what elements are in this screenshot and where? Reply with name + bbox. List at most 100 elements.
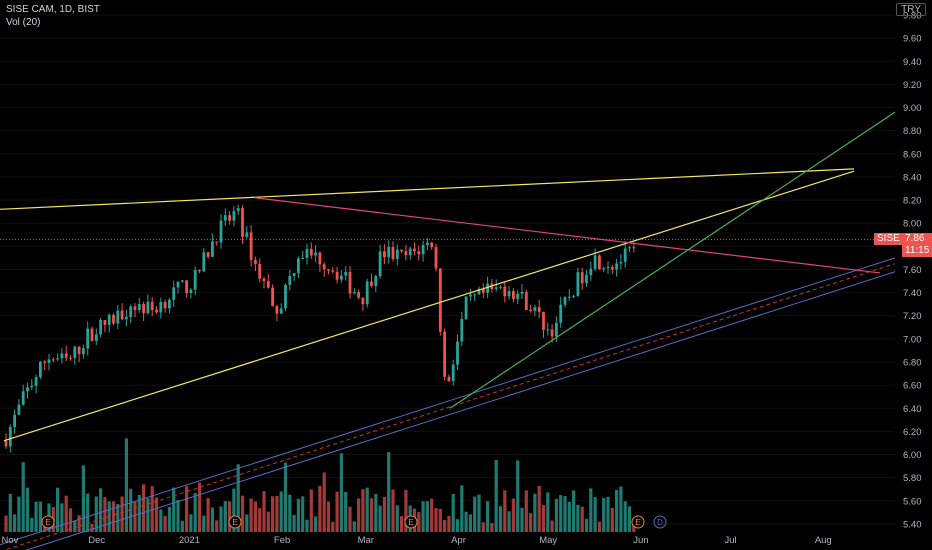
volume-bar bbox=[129, 488, 133, 532]
volume-bars bbox=[4, 438, 636, 532]
y-tick-label: 5.60 bbox=[903, 496, 922, 507]
volume-bar bbox=[369, 498, 374, 532]
channel-mid[interactable] bbox=[0, 263, 896, 550]
volume-bar bbox=[477, 494, 481, 532]
y-tick-label: 7.40 bbox=[903, 288, 922, 299]
volume-bar bbox=[219, 506, 223, 532]
candle-body bbox=[585, 275, 588, 284]
volume-bar bbox=[374, 493, 378, 532]
x-tick-label: Dec bbox=[88, 535, 105, 546]
volume-bar bbox=[339, 453, 343, 532]
candle-body bbox=[572, 295, 575, 297]
volume-bar bbox=[357, 498, 361, 532]
earnings-marker[interactable] bbox=[41, 515, 55, 529]
dividend-marker[interactable] bbox=[653, 515, 667, 529]
currency-button[interactable]: TRY bbox=[896, 3, 926, 16]
volume-bar bbox=[81, 465, 85, 532]
y-tick-label: 6.40 bbox=[903, 404, 922, 415]
y-tick-label: 9.80 bbox=[903, 11, 922, 22]
time-axis[interactable]: Nov Dec 2021 Feb Mar Apr May Jun Jul Aug bbox=[2, 535, 832, 546]
volume-bar bbox=[533, 493, 537, 532]
candle-body bbox=[460, 319, 464, 342]
volume-bar bbox=[597, 521, 601, 532]
earnings-marker[interactable] bbox=[404, 515, 418, 529]
candle-body bbox=[357, 292, 360, 298]
volume-bar bbox=[228, 501, 232, 532]
volume-bar bbox=[382, 496, 386, 532]
candle-body bbox=[150, 301, 154, 310]
candle-body bbox=[266, 281, 270, 288]
candle-body bbox=[408, 248, 412, 256]
upper-resistance-line[interactable] bbox=[0, 168, 855, 210]
candle-body bbox=[47, 359, 51, 363]
volume-bar bbox=[305, 519, 309, 532]
candle-body bbox=[507, 291, 511, 297]
candle-body bbox=[94, 334, 98, 341]
volume-bar bbox=[391, 489, 395, 532]
volume-bar bbox=[511, 498, 515, 532]
candle-body bbox=[51, 359, 55, 361]
grid bbox=[0, 14, 895, 525]
candle-body bbox=[533, 307, 537, 311]
candle-body bbox=[133, 306, 137, 311]
channel-lines[interactable] bbox=[0, 257, 896, 550]
candle-body bbox=[180, 280, 184, 282]
volume-bar bbox=[460, 485, 464, 532]
candle-body bbox=[593, 255, 597, 269]
candle-body bbox=[606, 267, 610, 269]
volume-bar bbox=[240, 495, 245, 532]
volume-bar bbox=[326, 501, 331, 532]
y-tick-label: 8.40 bbox=[903, 172, 922, 183]
candle-body bbox=[477, 288, 481, 295]
candle-body bbox=[602, 268, 606, 270]
price-axis[interactable]: 5.40 5.60 5.80 6.00 6.20 6.40 6.60 6.80 7.00 7.20… bbox=[903, 11, 922, 531]
candle-body bbox=[43, 361, 47, 363]
volume-bar bbox=[623, 501, 627, 532]
candle-body bbox=[90, 328, 94, 341]
volume-bar bbox=[111, 501, 116, 532]
candle-body bbox=[34, 377, 38, 386]
candle-body bbox=[275, 306, 279, 314]
volume-bar bbox=[331, 521, 335, 532]
volume-bar bbox=[249, 498, 253, 532]
candle-body bbox=[318, 252, 322, 265]
volume-bar bbox=[572, 490, 576, 532]
volume-bar bbox=[99, 488, 103, 532]
volume-bar bbox=[615, 489, 619, 532]
candle-body bbox=[395, 249, 399, 259]
candle-body bbox=[137, 304, 141, 311]
volume-bar bbox=[490, 523, 494, 532]
volume-bar bbox=[116, 504, 120, 532]
candle-body bbox=[426, 242, 429, 246]
y-tick-label: 9.20 bbox=[903, 80, 922, 91]
trend-lines[interactable] bbox=[0, 111, 896, 442]
candle-body bbox=[116, 310, 120, 324]
event-label: E bbox=[45, 518, 50, 527]
earnings-marker[interactable] bbox=[631, 515, 645, 529]
descending-trend-line[interactable] bbox=[254, 197, 881, 274]
earnings-marker[interactable] bbox=[228, 515, 242, 529]
rising-support-line[interactable] bbox=[3, 170, 855, 442]
channel-lower[interactable] bbox=[0, 271, 896, 550]
volume-bar bbox=[516, 460, 520, 532]
x-tick-label: 2021 bbox=[179, 535, 200, 546]
channel-upper[interactable] bbox=[0, 257, 896, 546]
y-tick-label: 7.20 bbox=[903, 311, 922, 322]
candle-body bbox=[421, 245, 425, 255]
volume-bar bbox=[21, 462, 25, 532]
candle-body bbox=[499, 286, 502, 288]
symbol-title: SISE CAM, 1D, BIST bbox=[6, 4, 100, 15]
volume-bar bbox=[296, 498, 300, 532]
volume-bar bbox=[271, 496, 275, 532]
y-tick-label: 8.80 bbox=[903, 126, 922, 137]
candle-body bbox=[60, 353, 64, 359]
candle-body bbox=[481, 288, 485, 293]
volume-bar bbox=[438, 508, 442, 532]
green-trend-line[interactable] bbox=[449, 111, 896, 409]
candle-body bbox=[443, 331, 446, 377]
candle-body bbox=[172, 287, 176, 300]
candle-body bbox=[297, 258, 300, 274]
candle-body bbox=[82, 348, 85, 355]
